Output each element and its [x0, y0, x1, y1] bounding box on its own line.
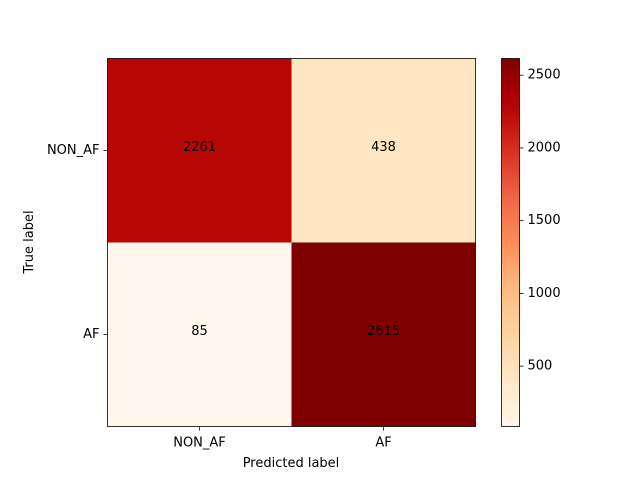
cell-value-label: 85 [191, 324, 208, 339]
cell-value-label: 438 [371, 140, 396, 155]
heatmap-cell [291, 242, 476, 427]
colorbar-tick-label: 2500 [528, 68, 561, 83]
x-axis-label: Predicted label [243, 456, 340, 471]
colorbar-tick-label: 1500 [528, 213, 561, 228]
colorbar-tick-label: 500 [528, 359, 553, 374]
colorbar [501, 58, 520, 427]
cell-value-label: 2261 [183, 140, 216, 155]
x-axis-ticks: NON_AF AF [173, 426, 392, 451]
colorbar-frame [501, 58, 520, 427]
y-axis-ticks: NON_AF AF [47, 143, 108, 342]
colorbar-ticks: 500 1000 1500 2000 2500 [519, 68, 561, 374]
cell-value-label: 2615 [367, 324, 400, 339]
y-tick-label: NON_AF [47, 143, 100, 158]
colorbar-tick-label: 2000 [528, 140, 561, 155]
y-axis-label: True label [22, 210, 37, 274]
heatmap-cell [107, 58, 292, 243]
heatmap-cell [291, 58, 476, 243]
heatmap-cell-labels: 2261 438 85 2615 [183, 140, 400, 339]
heatmap-cells [107, 58, 476, 427]
heatmap-cell [107, 242, 292, 427]
axes-frame [107, 58, 476, 427]
colorbar-tick-label: 1000 [528, 286, 561, 301]
y-tick-label: AF [83, 327, 99, 342]
x-tick-label: AF [375, 436, 391, 451]
x-tick-label: NON_AF [173, 436, 226, 451]
